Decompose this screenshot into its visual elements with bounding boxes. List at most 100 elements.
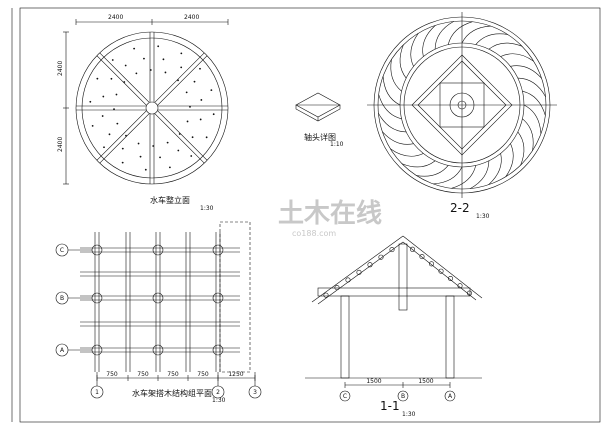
bolt <box>110 77 113 80</box>
beam <box>317 287 471 297</box>
paddle <box>390 148 424 157</box>
paddle <box>522 90 546 116</box>
dimension-label: 750 <box>106 371 118 378</box>
dimension-label: 2400 <box>57 61 64 76</box>
bolt <box>103 146 105 149</box>
paddle <box>505 143 514 177</box>
rafter <box>345 277 351 283</box>
rafter <box>389 247 395 253</box>
paddle <box>470 160 490 189</box>
bolt <box>111 59 114 61</box>
spoke <box>157 55 208 106</box>
bolt <box>177 149 180 152</box>
bolt <box>178 133 181 135</box>
bolt <box>199 118 202 121</box>
paddle <box>488 42 523 50</box>
axis-label: B <box>401 393 405 400</box>
paddle <box>410 33 419 67</box>
paddle <box>399 44 407 79</box>
bolt <box>101 115 104 117</box>
view-scale: 1:30 <box>476 213 490 220</box>
rafter <box>409 246 415 252</box>
paddle <box>416 165 449 177</box>
axis-label: C <box>343 393 347 400</box>
wheel-rim <box>81 37 223 179</box>
spoke <box>96 110 147 161</box>
paddle <box>461 25 491 44</box>
watermark: 土木在线 <box>278 199 382 229</box>
frame <box>19 7 601 423</box>
bolt <box>133 47 136 50</box>
axis-bubble <box>55 343 69 357</box>
bolt <box>108 133 111 136</box>
bolt <box>159 156 161 159</box>
rafter <box>438 268 444 274</box>
roof <box>317 241 404 305</box>
bolt <box>180 52 183 55</box>
bolt <box>185 91 188 94</box>
view-scale: 1:30 <box>212 397 226 404</box>
dimension-label: 750 <box>197 371 209 378</box>
axis-label: A <box>448 393 453 400</box>
bolt <box>149 69 152 71</box>
spoke <box>154 113 205 164</box>
paddle <box>451 165 477 189</box>
wheel-outline <box>219 221 251 373</box>
rafter <box>466 290 472 296</box>
bolt <box>143 57 145 60</box>
bolt <box>144 168 147 171</box>
roof <box>402 235 483 299</box>
axis-label: A <box>60 347 65 354</box>
dimension-label: 2400 <box>184 14 199 21</box>
bolt <box>157 45 160 48</box>
spoke <box>157 110 208 161</box>
dimension-label: 2400 <box>108 14 123 21</box>
paddle <box>382 131 414 145</box>
paddle <box>422 25 436 57</box>
bolt <box>139 155 142 158</box>
view-scale: 1:10 <box>330 141 344 148</box>
bolt <box>135 72 138 75</box>
dimension-label: 750 <box>167 371 179 378</box>
bolt <box>121 161 124 164</box>
view-title: 水车整立面 <box>150 195 190 205</box>
paddle <box>434 21 454 50</box>
bolt <box>186 120 189 123</box>
view-scale: 1:30 <box>402 411 416 418</box>
bolt <box>113 108 115 111</box>
axis-bubble <box>55 291 69 305</box>
paddle <box>382 76 401 106</box>
paddle <box>517 77 546 97</box>
bolt <box>168 166 171 169</box>
dimension-label: 1500 <box>418 378 433 385</box>
axis-bubble <box>339 390 351 402</box>
dimension-label: 2400 <box>57 137 64 152</box>
spoke <box>96 55 147 106</box>
paddle <box>475 33 508 45</box>
spoke <box>154 52 205 103</box>
view-scale: 1:30 <box>200 205 214 212</box>
paddle <box>378 94 402 120</box>
bolt <box>200 99 203 101</box>
bolt <box>102 95 105 98</box>
axle-detail <box>295 104 341 122</box>
view-title: 水车架搭木结构组平面 <box>132 388 212 398</box>
bolt <box>91 124 94 127</box>
bolt <box>205 136 208 139</box>
roof <box>402 241 477 301</box>
rafter <box>428 261 434 267</box>
bolt <box>180 66 183 69</box>
rafter <box>356 269 362 275</box>
axis-label: 3 <box>253 389 257 396</box>
paddle <box>523 104 542 134</box>
dimension-label: 750 <box>137 371 149 378</box>
bolt <box>124 64 127 67</box>
view-title: 1-1 <box>380 399 400 413</box>
bolt <box>193 80 196 83</box>
column <box>212 244 224 256</box>
bolt <box>210 89 213 92</box>
spoke <box>99 113 150 164</box>
axis-label: 1 <box>95 389 99 396</box>
